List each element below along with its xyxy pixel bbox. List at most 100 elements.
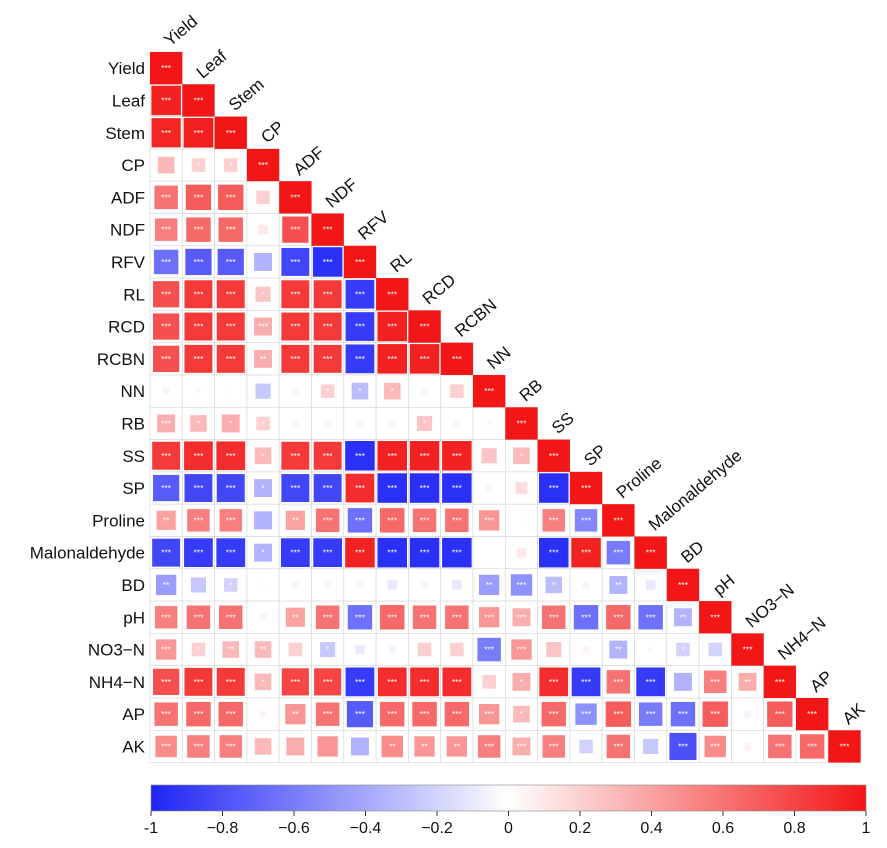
significance-label: *** — [161, 95, 172, 105]
significance-label: * — [520, 677, 524, 687]
significance-label: * — [261, 548, 265, 558]
correlation-cell — [450, 642, 464, 657]
significance-label: *** — [323, 677, 334, 687]
significance-label: *** — [613, 709, 624, 719]
significance-label: *** — [387, 677, 398, 687]
colorbar-tick-label: 0.2 — [569, 820, 591, 837]
colorbar-tick-label: 0.4 — [640, 820, 662, 837]
significance-label: *** — [161, 677, 172, 687]
significance-label: *** — [710, 612, 721, 622]
significance-label: *** — [258, 322, 269, 332]
correlation-cell — [356, 581, 364, 589]
correlation-cell — [388, 420, 396, 427]
colorbar — [150, 784, 867, 812]
correlation-cell — [546, 641, 562, 658]
significance-label: *** — [775, 741, 786, 751]
significance-label: *** — [484, 515, 495, 525]
significance-label: *** — [161, 612, 172, 622]
correlation-cell — [377, 344, 408, 374]
correlation-cell — [153, 281, 180, 308]
correlation-cell — [477, 637, 501, 662]
correlation-cell — [442, 440, 472, 471]
row-label: NDF — [110, 221, 145, 240]
significance-label: *** — [290, 257, 301, 267]
correlation-cell — [409, 473, 440, 503]
correlation-cell — [154, 218, 178, 241]
correlation-cell — [541, 701, 566, 727]
correlation-cell — [312, 247, 343, 277]
correlation-cell — [218, 184, 244, 211]
significance-label: *** — [193, 548, 204, 558]
correlation-cell — [377, 440, 408, 471]
correlation-cell — [387, 580, 398, 590]
significance-label: *** — [387, 451, 398, 461]
significance-label: *** — [161, 354, 172, 364]
correlation-cell — [450, 384, 464, 398]
significance-label: *** — [743, 645, 754, 655]
significance-label: *** — [613, 548, 624, 558]
significance-label: *** — [161, 418, 172, 428]
correlation-cell — [412, 508, 437, 533]
significance-label: *** — [323, 225, 334, 235]
significance-label: *** — [387, 548, 398, 558]
correlation-cell — [377, 537, 408, 568]
correlation-cell — [286, 737, 305, 756]
correlation-cell — [345, 344, 375, 374]
significance-label: *** — [420, 354, 431, 364]
correlation-cell — [223, 578, 238, 592]
significance-label: *** — [355, 451, 366, 461]
correlation-cell — [512, 672, 531, 691]
correlation-cell — [154, 185, 178, 210]
correlation-cell — [324, 581, 332, 589]
significance-label: *** — [323, 322, 334, 332]
correlation-cell — [345, 440, 375, 471]
correlation-cell — [473, 375, 506, 408]
correlation-cell — [223, 158, 238, 172]
significance-label: ** — [615, 580, 622, 590]
correlation-cell — [150, 52, 183, 85]
significance-label: *** — [452, 483, 463, 493]
correlation-cell — [254, 673, 272, 691]
row-label: Proline — [92, 511, 145, 530]
significance-label: ** — [486, 580, 493, 590]
significance-label: *** — [678, 580, 689, 590]
correlation-cell — [345, 537, 375, 568]
correlation-cell — [452, 580, 462, 590]
significance-label: ** — [163, 515, 170, 525]
correlation-cell — [645, 580, 656, 590]
correlation-cell — [345, 279, 375, 309]
significance-label: *** — [355, 612, 366, 622]
correlation-cell — [609, 575, 628, 594]
significance-label: *** — [355, 677, 366, 687]
significance-label: *** — [387, 322, 398, 332]
correlation-cell — [410, 667, 439, 697]
significance-label: ** — [680, 612, 687, 622]
correlation-cell — [355, 644, 365, 655]
significance-label: *** — [226, 257, 237, 267]
significance-label: *** — [323, 612, 334, 622]
significance-label: *** — [193, 677, 204, 687]
correlation-cell — [162, 387, 170, 395]
correlation-cell — [648, 646, 654, 653]
correlation-cell — [152, 538, 181, 567]
significance-label: * — [229, 160, 233, 170]
row-label: CP — [121, 156, 145, 175]
correlation-cell — [191, 158, 206, 172]
significance-label: *** — [161, 451, 172, 461]
correlation-cell — [351, 382, 369, 400]
correlation-cell — [478, 607, 500, 628]
correlation-cell — [291, 420, 299, 427]
correlation-cell — [281, 441, 310, 470]
significance-label: ** — [389, 741, 396, 751]
significance-label: *** — [452, 354, 463, 364]
significance-label: *** — [193, 192, 204, 202]
significance-label: *** — [710, 741, 721, 751]
correlation-cell — [673, 608, 692, 627]
significance-label: ** — [292, 515, 299, 525]
correlation-cell — [186, 605, 211, 629]
significance-label: *** — [581, 515, 592, 525]
significance-label: *** — [387, 709, 398, 719]
correlation-cell — [828, 730, 861, 763]
significance-label: *** — [613, 515, 624, 525]
